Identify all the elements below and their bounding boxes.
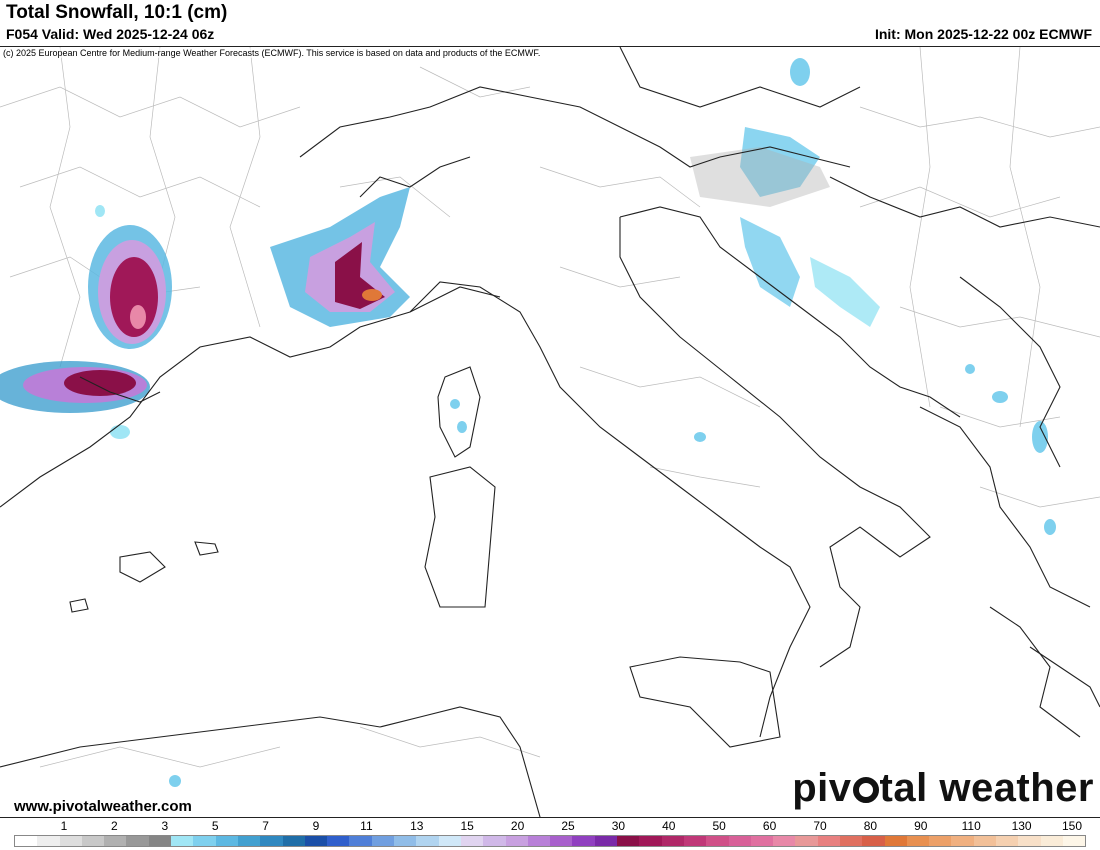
legend-swatch (906, 836, 930, 846)
legend-swatch (661, 836, 684, 846)
legend-swatch (862, 836, 885, 846)
map-canvas (0, 47, 1100, 817)
legend-swatch (527, 836, 551, 846)
legend-tick-label: 7 (262, 819, 269, 833)
chart-title: Total Snowfall, 10:1 (cm) (6, 2, 228, 23)
legend-swatch (1018, 836, 1041, 846)
coastlines (0, 47, 1100, 817)
legend-tick-label: 30 (611, 819, 626, 833)
legend-swatch (773, 836, 796, 846)
legend-swatch (81, 836, 105, 846)
legend-swatch (973, 836, 997, 846)
map-panel[interactable]: (c) 2025 European Centre for Medium-rang… (0, 46, 1100, 818)
logo-text-right: tal weather (879, 766, 1094, 810)
legend-tick-label: 110 (961, 819, 981, 833)
legend-tick-label: 11 (360, 819, 373, 833)
legend-swatch (1040, 836, 1063, 846)
legend-tick-label: 60 (762, 819, 777, 833)
legend-swatch (171, 836, 194, 846)
legend-swatch (460, 836, 484, 846)
snowfall-shading (0, 58, 1056, 787)
legend-tick-label: 2 (111, 819, 118, 833)
init-time: Init: Mon 2025-12-22 00z ECMWF (874, 26, 1092, 42)
legend-swatch (260, 836, 283, 846)
legend-swatch (304, 836, 328, 846)
legend-swatch (59, 836, 82, 846)
legend-tick-label: 150 (1061, 819, 1083, 833)
legend-swatch (550, 836, 573, 846)
legend-swatch (929, 836, 952, 846)
legend-swatch (349, 836, 372, 846)
legend-swatch (483, 836, 506, 846)
legend-tick-label: 40 (662, 819, 676, 833)
valid-time: F054 Valid: Wed 2025-12-24 06z (6, 26, 215, 42)
legend-swatch (104, 836, 127, 846)
legend-swatch (327, 836, 350, 846)
legend-color-bar (14, 835, 1086, 847)
copyright-notice: (c) 2025 European Centre for Medium-rang… (3, 48, 541, 58)
legend-swatch (639, 836, 662, 846)
legend-swatch (594, 836, 618, 846)
legend-swatch (1062, 836, 1086, 846)
legend-tick-label: 1 (60, 819, 68, 833)
legend-tick-label: 20 (510, 819, 525, 833)
legend-tick-label: 70 (813, 819, 827, 833)
website-url[interactable]: www.pivotalweather.com (14, 798, 192, 815)
legend-swatch (617, 836, 640, 846)
legend-tick-label: 5 (211, 819, 219, 833)
legend-tick-label: 90 (914, 819, 928, 833)
legend-tick-label: 9 (312, 819, 320, 833)
legend-swatch (996, 836, 1019, 846)
legend-swatch (839, 836, 863, 846)
legend-swatch (683, 836, 707, 846)
legend-tick-label: 15 (460, 819, 474, 833)
legend-swatch (706, 836, 729, 846)
legend-swatch (193, 836, 216, 846)
legend-tick-label: 50 (712, 819, 726, 833)
admin-borders (0, 47, 1100, 768)
legend-swatch (438, 836, 461, 846)
legend-swatch (148, 836, 172, 846)
header: Total Snowfall, 10:1 (cm) F054 Valid: We… (0, 0, 1100, 46)
legend-swatch (750, 836, 774, 846)
legend-swatch (795, 836, 818, 846)
legend-swatch (817, 836, 840, 846)
legend-swatch (37, 836, 60, 846)
legend-tick-label: 25 (561, 819, 575, 833)
pivotal-weather-logo: piv tal weather (792, 766, 1094, 811)
legend-swatch (505, 836, 528, 846)
legend-swatch (572, 836, 595, 846)
legend-swatch (951, 836, 974, 846)
logo-text-left: piv (792, 766, 852, 810)
legend-swatch (215, 836, 238, 846)
legend-swatch (371, 836, 395, 846)
legend-swatch (394, 836, 417, 846)
legend-tick-label: 13 (410, 819, 424, 833)
legend-tick-label: 80 (863, 819, 878, 833)
snowfall-legend: 1 2 3 5 7 9 11 13 15 20 25 30 40 50 60 70 80 90 110 130 150 (14, 818, 1086, 850)
legend-swatch (282, 836, 305, 846)
legend-tick-label: 130 (1011, 819, 1032, 833)
legend-swatch (237, 836, 261, 846)
legend-swatch (126, 836, 149, 846)
legend-swatch (884, 836, 907, 846)
legend-swatch (15, 836, 38, 846)
legend-swatch (416, 836, 439, 846)
gear-icon (852, 777, 879, 803)
legend-swatch (728, 836, 751, 846)
legend-tick-label: 3 (161, 819, 169, 833)
